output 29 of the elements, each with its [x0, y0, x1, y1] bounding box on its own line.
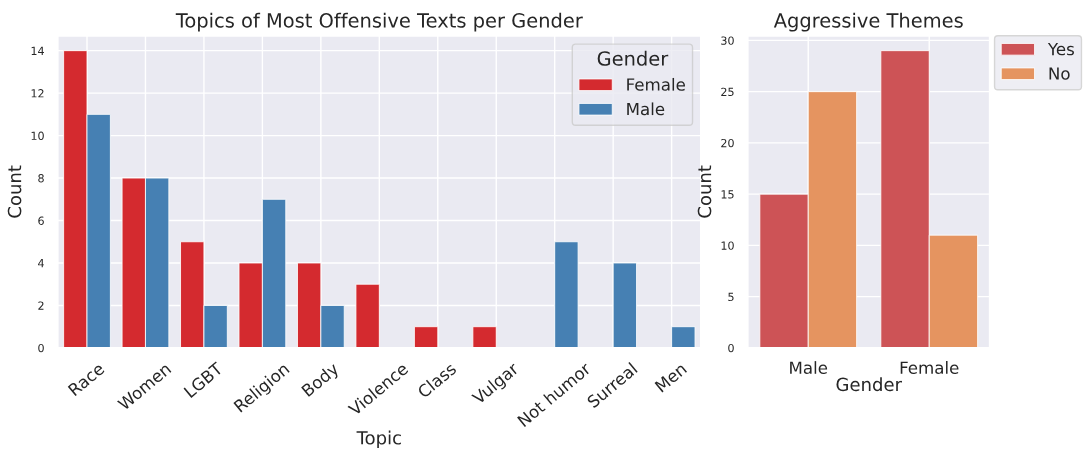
x-tick-label: Male — [790, 361, 828, 375]
legend-label: No — [1049, 67, 1070, 80]
y-tick-label: 30 — [721, 36, 734, 45]
y-tick-label: 2 — [38, 301, 44, 310]
x-tick-label: Female — [900, 361, 959, 375]
legend-label: Female — [627, 77, 685, 91]
y-tick-label: 10 — [721, 241, 734, 250]
y-tick-label: 8 — [38, 174, 44, 183]
y-tick-label: 6 — [38, 216, 44, 225]
y-tick-label: 4 — [38, 259, 44, 268]
y-tick-label: 14 — [31, 46, 44, 55]
x-axis-title: Topic — [356, 430, 401, 449]
y-tick-label: 0 — [728, 343, 734, 353]
y-tick-label: 20 — [721, 138, 734, 148]
chart-title: Aggressive Themes — [773, 12, 963, 32]
y-tick-label: 12 — [31, 89, 44, 98]
y-tick-label: 0 — [38, 343, 44, 353]
legend-label: Male — [627, 102, 665, 116]
y-tick-label: 15 — [721, 190, 734, 199]
legend-title: Gender — [597, 50, 669, 66]
y-tick-label: 25 — [721, 87, 734, 97]
x-tick-label: Men — [654, 362, 688, 393]
y-axis-title: Count — [7, 165, 22, 218]
chart-title: Topics of Most Offensive Texts per Gender — [175, 12, 583, 32]
y-tick-label: 10 — [31, 131, 44, 140]
legend-label: Yes — [1047, 42, 1074, 56]
y-tick-label: 5 — [728, 292, 734, 302]
x-axis-title: Gender — [836, 377, 902, 392]
y-axis-title: Count — [697, 165, 712, 218]
